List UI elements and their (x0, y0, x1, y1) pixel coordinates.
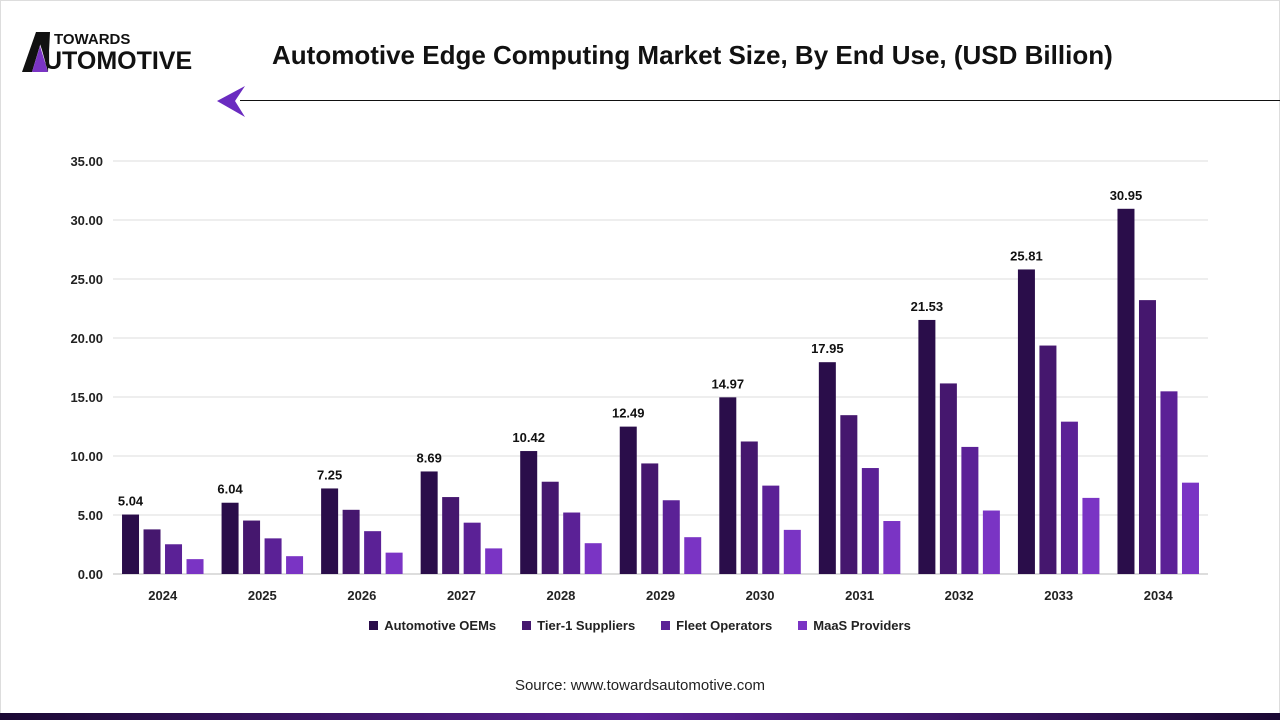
bar-maas-providers (1082, 497, 1100, 574)
x-tick-label: 2033 (1044, 588, 1073, 603)
bar-tier-1-suppliers (939, 383, 957, 574)
x-tick-label: 2027 (447, 588, 476, 603)
bar-maas-providers (684, 537, 702, 574)
legend-item: Fleet Operators (661, 618, 772, 633)
data-label: 8.69 (417, 450, 442, 465)
legend-swatch (522, 621, 532, 630)
x-tick-label: 2034 (1144, 588, 1174, 603)
bar-fleet-operators (762, 485, 780, 574)
brand-line1: TOWARDS (54, 31, 130, 48)
bar-maas-providers (584, 543, 602, 574)
data-label: 21.53 (911, 299, 944, 314)
bar-fleet-operators (961, 446, 979, 574)
title-rule (240, 100, 1280, 101)
bar-automotive-oems (918, 319, 936, 574)
bar-maas-providers (783, 529, 801, 574)
bar-fleet-operators (1160, 391, 1178, 574)
y-tick-label: 25.00 (70, 272, 103, 287)
data-label: 14.97 (712, 376, 745, 391)
arrow-left-icon (217, 86, 245, 117)
y-tick-label: 5.00 (78, 508, 103, 523)
bar-tier-1-suppliers (342, 509, 360, 574)
brand-logo: TOWARDS UTOMOTIVE (22, 31, 192, 74)
x-tick-label: 2031 (845, 588, 874, 603)
bar-tier-1-suppliers (641, 463, 659, 574)
bar-tier-1-suppliers (740, 441, 758, 574)
data-label: 17.95 (811, 341, 844, 356)
y-tick-label: 10.00 (70, 449, 103, 464)
legend-label: Fleet Operators (676, 618, 773, 633)
y-tick-label: 20.00 (70, 331, 103, 346)
x-tick-label: 2030 (746, 588, 775, 603)
legend-label: Tier-1 Suppliers (537, 618, 636, 633)
bar-automotive-oems (1017, 269, 1035, 574)
bar-maas-providers (982, 510, 1000, 574)
bar-tier-1-suppliers (442, 497, 460, 574)
bar-fleet-operators (1060, 421, 1078, 574)
bar-automotive-oems (122, 514, 140, 574)
y-tick-label: 30.00 (70, 213, 103, 228)
legend-swatch (798, 621, 808, 630)
bar-tier-1-suppliers (243, 520, 261, 574)
x-tick-label: 2032 (945, 588, 974, 603)
bar-maas-providers (485, 548, 503, 574)
data-label: 25.81 (1010, 248, 1043, 263)
data-label: 10.42 (512, 430, 545, 445)
bar-tier-1-suppliers (1039, 345, 1057, 574)
x-tick-label: 2024 (148, 588, 178, 603)
x-tick-label: 2028 (546, 588, 575, 603)
legend-label: Automotive OEMs (384, 618, 497, 633)
bar-automotive-oems (818, 362, 836, 574)
bar-tier-1-suppliers (840, 415, 858, 574)
legend-swatch (369, 621, 379, 630)
legend-label: MaaS Providers (813, 618, 911, 633)
data-label: 5.04 (118, 494, 144, 509)
bottom-bar (0, 713, 1280, 720)
bar-fleet-operators (563, 512, 581, 574)
y-tick-label: 0.00 (78, 567, 103, 582)
brand-line2: UTOMOTIVE (44, 47, 192, 74)
legend-item: MaaS Providers (798, 618, 911, 633)
chart-title: Automotive Edge Computing Market Size, B… (272, 40, 1113, 70)
bar-fleet-operators (662, 500, 680, 574)
bar-maas-providers (883, 521, 901, 574)
bar-automotive-oems (619, 426, 637, 574)
bar-maas-providers (186, 559, 204, 574)
x-tick-label: 2026 (347, 588, 376, 603)
legend: Automotive OEMs Tier-1 Suppliers Fleet Ope… (0, 618, 1280, 633)
bar-fleet-operators (463, 522, 481, 574)
bar-automotive-oems (420, 471, 438, 574)
bar-maas-providers (385, 552, 403, 574)
bar-tier-1-suppliers (541, 481, 559, 574)
bar-chart: 0.00 5.00 10.00 15.00 20.00 25.00 30.00 35.00 20… (70, 154, 1208, 603)
data-label: 12.49 (612, 406, 645, 421)
legend-item: Automotive OEMs (369, 618, 496, 633)
x-tick-label: 2029 (646, 588, 675, 603)
bar-automotive-oems (221, 502, 239, 574)
bar-fleet-operators (165, 544, 183, 574)
legend-item: Tier-1 Suppliers (522, 618, 635, 633)
bar-maas-providers (1181, 482, 1199, 574)
x-tick-label: 2025 (248, 588, 277, 603)
bar-tier-1-suppliers (143, 529, 161, 574)
bar-fleet-operators (264, 538, 282, 574)
data-label: 30.95 (1110, 188, 1143, 203)
y-tick-label: 15.00 (70, 390, 103, 405)
bar-fleet-operators (364, 531, 382, 574)
bar-automotive-oems (719, 397, 737, 574)
bar-fleet-operators (861, 468, 879, 574)
bar-automotive-oems (520, 451, 538, 574)
bar-automotive-oems (321, 488, 339, 574)
bar-automotive-oems (1117, 208, 1135, 575)
y-tick-label: 35.00 (70, 154, 103, 169)
legend-swatch (661, 621, 671, 630)
data-label: 6.04 (217, 482, 243, 497)
bar-tier-1-suppliers (1138, 300, 1156, 574)
bar-maas-providers (286, 556, 304, 574)
data-label: 7.25 (317, 467, 342, 482)
source-text: Source: www.towardsautomotive.com (514, 677, 766, 694)
